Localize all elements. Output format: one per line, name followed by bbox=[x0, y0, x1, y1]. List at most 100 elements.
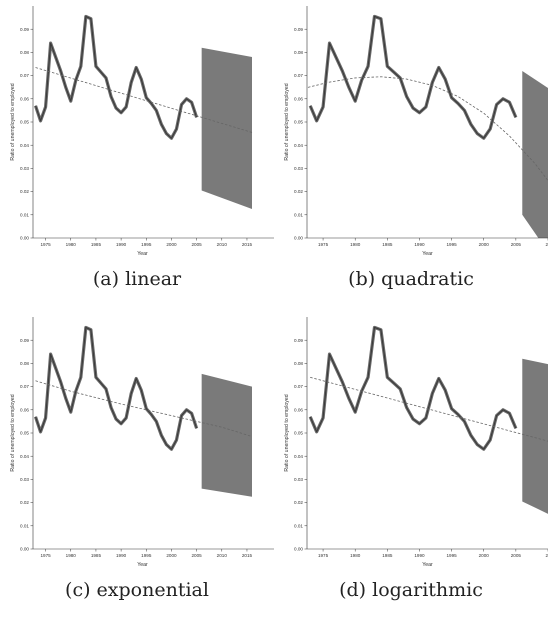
caption-exponential: (c) exponential bbox=[65, 579, 209, 601]
y-tick-label: 0.03 bbox=[294, 477, 303, 482]
caption-quadratic: (b) quadratic bbox=[348, 268, 474, 290]
x-tick-label: 1985 bbox=[91, 242, 102, 247]
observed-band bbox=[308, 325, 518, 451]
x-tick-label: 2005 bbox=[192, 553, 203, 558]
chart-exponential-svg: 0.00 0.01 0.02 0.03 0.04 0.05 0.06 0.07 0.08 0.09… bbox=[10, 317, 274, 568]
y-tick-label: 0.05 bbox=[20, 431, 29, 436]
y-tick-label: 0.03 bbox=[20, 477, 29, 482]
y-tick-label: 0.06 bbox=[20, 96, 29, 101]
observed-band bbox=[308, 14, 518, 140]
observed-line bbox=[309, 15, 517, 139]
observed-line bbox=[34, 326, 198, 450]
x-tick-label: 2015 bbox=[242, 553, 253, 558]
x-tick-label: 2005 bbox=[192, 242, 203, 247]
x-tick-label: 2000 bbox=[166, 553, 177, 558]
x-axis-title: Year bbox=[422, 251, 433, 257]
x-axis-title: Year bbox=[137, 251, 148, 257]
trend-line bbox=[35, 67, 253, 133]
y-axis-title: Ratio of unemployed to employed bbox=[284, 83, 290, 160]
y-tick-label: 0.05 bbox=[20, 120, 29, 125]
y-tick-label: 0.00 bbox=[20, 236, 29, 241]
plot-area bbox=[307, 14, 548, 238]
x-tick-label: 1990 bbox=[414, 242, 425, 247]
trend-line bbox=[35, 380, 253, 437]
y-tick-label: 0.08 bbox=[20, 50, 29, 55]
y-tick-label: 0.07 bbox=[20, 384, 29, 389]
x-tick-label: 2000 bbox=[479, 242, 490, 247]
y-axis-title: Ratio of unemployed to employed bbox=[10, 394, 16, 471]
y-tick-label: 0.07 bbox=[20, 73, 29, 78]
chart-panel-quadratic: 0.00 0.01 0.02 0.03 0.04 0.05 0.06 0.07 0.08 0.09… bbox=[274, 0, 548, 311]
forecast-interval-band bbox=[201, 47, 252, 210]
plot-area bbox=[308, 325, 548, 514]
y-tick-label: 0.07 bbox=[294, 384, 303, 389]
x-tick-label: 1995 bbox=[141, 553, 152, 558]
y-tick-label: 0.03 bbox=[20, 166, 29, 171]
y-tick-label: 0.01 bbox=[294, 523, 303, 528]
observed-band bbox=[33, 14, 199, 140]
x-tick-label: 2010 bbox=[217, 242, 228, 247]
y-tick-label: 0.06 bbox=[20, 407, 29, 412]
chart-linear-svg: 0.00 0.01 0.02 0.03 0.04 0.05 0.06 0.07 0.08 0.09… bbox=[10, 6, 274, 257]
y-tick-label: 0.05 bbox=[294, 431, 303, 436]
y-tick-label: 0.08 bbox=[294, 361, 303, 366]
x-tick-label: 1995 bbox=[141, 242, 152, 247]
x-tick-label: 1995 bbox=[446, 553, 457, 558]
x-tick-label: 1990 bbox=[414, 553, 425, 558]
x-axis-title: Year bbox=[422, 562, 433, 568]
x-tick-label: 1995 bbox=[446, 242, 457, 247]
forecast-interval-band bbox=[522, 70, 548, 238]
trend-line bbox=[307, 76, 548, 182]
x-tick-label: 1980 bbox=[350, 242, 361, 247]
x-tick-label: 20 bbox=[545, 242, 548, 247]
y-tick-label: 0.09 bbox=[20, 27, 29, 32]
y-tick-label: 0.07 bbox=[294, 73, 303, 78]
trend-line bbox=[310, 376, 548, 442]
x-tick-label: 1975 bbox=[40, 242, 51, 247]
y-tick-label: 0.08 bbox=[20, 361, 29, 366]
x-tick-label: 2010 bbox=[217, 553, 228, 558]
plot-area bbox=[33, 14, 253, 210]
y-tick-label: 0.04 bbox=[294, 454, 303, 459]
x-tick-label: 1980 bbox=[66, 553, 77, 558]
y-tick-label: 0.02 bbox=[294, 500, 303, 505]
x-tick-label: 2000 bbox=[479, 553, 490, 558]
y-tick-label: 0.01 bbox=[20, 523, 29, 528]
y-tick-label: 0.06 bbox=[294, 407, 303, 412]
x-tick-label: 1975 bbox=[40, 553, 51, 558]
y-tick-label: 0.00 bbox=[20, 547, 29, 552]
y-tick-label: 0.08 bbox=[294, 50, 303, 55]
y-tick-label: 0.09 bbox=[20, 338, 29, 343]
plot-area bbox=[33, 325, 253, 497]
y-tick-label: 0.02 bbox=[20, 189, 29, 194]
x-tick-label: 1985 bbox=[91, 553, 102, 558]
y-tick-label: 0.01 bbox=[294, 212, 303, 217]
x-tick-label: 1975 bbox=[318, 242, 329, 247]
y-tick-label: 0.00 bbox=[294, 236, 303, 241]
x-tick-label: 20 bbox=[545, 553, 548, 558]
x-tick-label: 1990 bbox=[116, 242, 127, 247]
y-tick-label: 0.04 bbox=[294, 143, 303, 148]
y-tick-label: 0.01 bbox=[20, 212, 29, 217]
y-tick-label: 0.02 bbox=[20, 500, 29, 505]
y-tick-label: 0.00 bbox=[294, 547, 303, 552]
y-tick-label: 0.02 bbox=[294, 189, 303, 194]
chart-panel-exponential: 0.00 0.01 0.02 0.03 0.04 0.05 0.06 0.07 0.08 0.09… bbox=[0, 311, 274, 622]
y-tick-label: 0.05 bbox=[294, 120, 303, 125]
chart-quadratic-svg: 0.00 0.01 0.02 0.03 0.04 0.05 0.06 0.07 0.08 0.09… bbox=[284, 6, 548, 257]
observed-line bbox=[309, 326, 517, 450]
observed-line bbox=[34, 15, 198, 139]
x-tick-label: 1980 bbox=[350, 553, 361, 558]
x-tick-label: 2000 bbox=[166, 242, 177, 247]
y-tick-label: 0.03 bbox=[294, 166, 303, 171]
x-tick-label: 1990 bbox=[116, 553, 127, 558]
x-tick-label: 2015 bbox=[242, 242, 253, 247]
x-tick-label: 1975 bbox=[318, 553, 329, 558]
y-axis-title: Ratio of unemployed to employed bbox=[284, 394, 290, 471]
y-axis-title: Ratio of unemployed to employed bbox=[10, 83, 16, 160]
chart-logarithmic-svg: 0.00 0.01 0.02 0.03 0.04 0.05 0.06 0.07 0.08 0.09… bbox=[284, 317, 548, 568]
y-tick-label: 0.04 bbox=[20, 454, 29, 459]
x-tick-label: 1980 bbox=[66, 242, 77, 247]
x-tick-label: 2005 bbox=[511, 553, 522, 558]
caption-logarithmic: (d) logarithmic bbox=[339, 579, 483, 601]
